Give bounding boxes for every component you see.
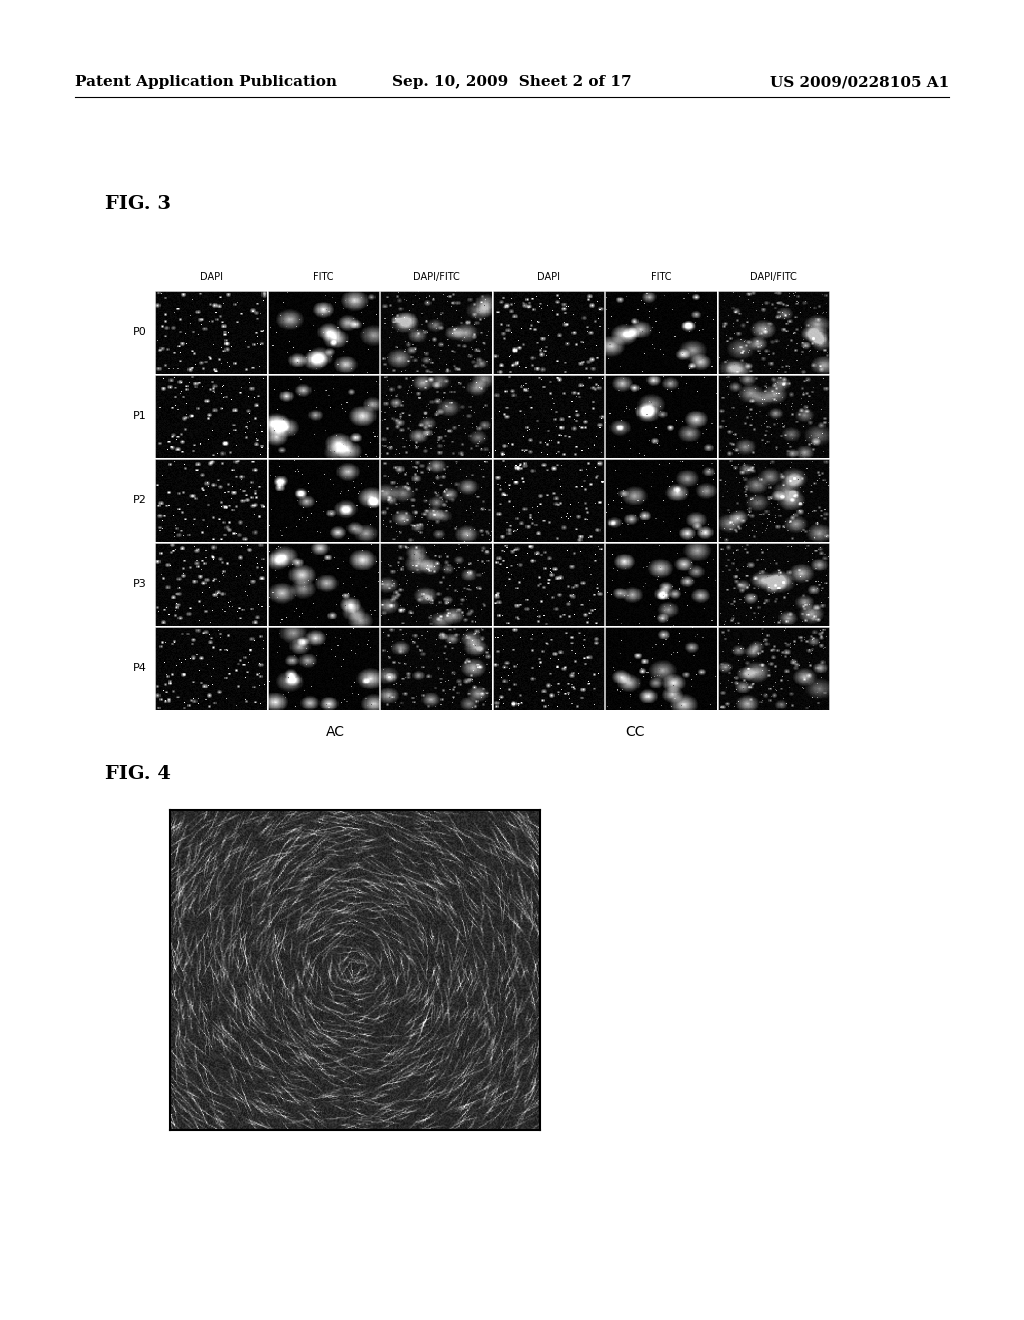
Text: P3: P3 bbox=[133, 579, 147, 589]
Text: P4: P4 bbox=[133, 663, 147, 673]
Text: DAPI: DAPI bbox=[200, 272, 223, 282]
Text: P1: P1 bbox=[133, 411, 147, 421]
Text: US 2009/0228105 A1: US 2009/0228105 A1 bbox=[770, 75, 949, 88]
Text: CC: CC bbox=[626, 725, 645, 739]
Text: P2: P2 bbox=[133, 495, 147, 506]
Text: FITC: FITC bbox=[313, 272, 334, 282]
Text: DAPI/FITC: DAPI/FITC bbox=[413, 272, 460, 282]
Text: Sep. 10, 2009  Sheet 2 of 17: Sep. 10, 2009 Sheet 2 of 17 bbox=[392, 75, 632, 88]
Text: AC: AC bbox=[326, 725, 344, 739]
Text: FIG. 3: FIG. 3 bbox=[105, 195, 171, 213]
Text: DAPI: DAPI bbox=[538, 272, 560, 282]
Text: FIG. 4: FIG. 4 bbox=[105, 766, 171, 783]
Text: DAPI/FITC: DAPI/FITC bbox=[751, 272, 797, 282]
Text: Patent Application Publication: Patent Application Publication bbox=[75, 75, 337, 88]
Text: FITC: FITC bbox=[651, 272, 672, 282]
Text: P0: P0 bbox=[133, 327, 147, 337]
